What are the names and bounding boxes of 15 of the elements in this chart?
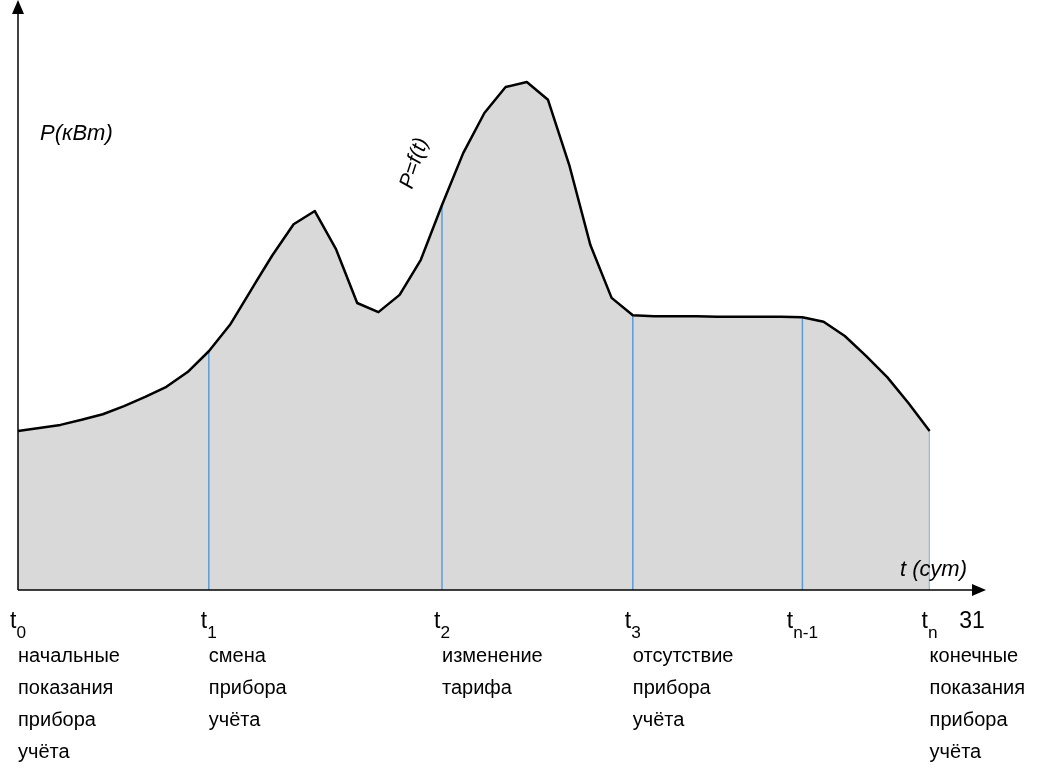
x-tick-label: t$_{3}$: [624, 607, 641, 642]
x-tick-label: t$_{n-1}$: [786, 607, 819, 642]
x-axis-title: t (сут): [900, 556, 967, 581]
x-tick-label: t$_{2}$: [434, 607, 450, 642]
text: изменение тарифа: [442, 644, 543, 698]
text: смена прибора учёта: [208, 644, 288, 730]
x-tick-label: t$_{0}$: [10, 607, 26, 642]
x-tick-label: t$_{n}$: [921, 607, 938, 642]
x-tick-label: 31: [959, 607, 985, 633]
text: отсутствие прибора учёта: [632, 644, 734, 730]
x-tick-label: t$_{1}$: [200, 607, 217, 642]
text: начальные показания прибора учёта: [18, 644, 120, 762]
y-axis-title: P(кВт): [40, 120, 113, 145]
annotation: P=f(t): [393, 134, 432, 191]
text: конечные показания прибора учёта: [929, 644, 1025, 762]
